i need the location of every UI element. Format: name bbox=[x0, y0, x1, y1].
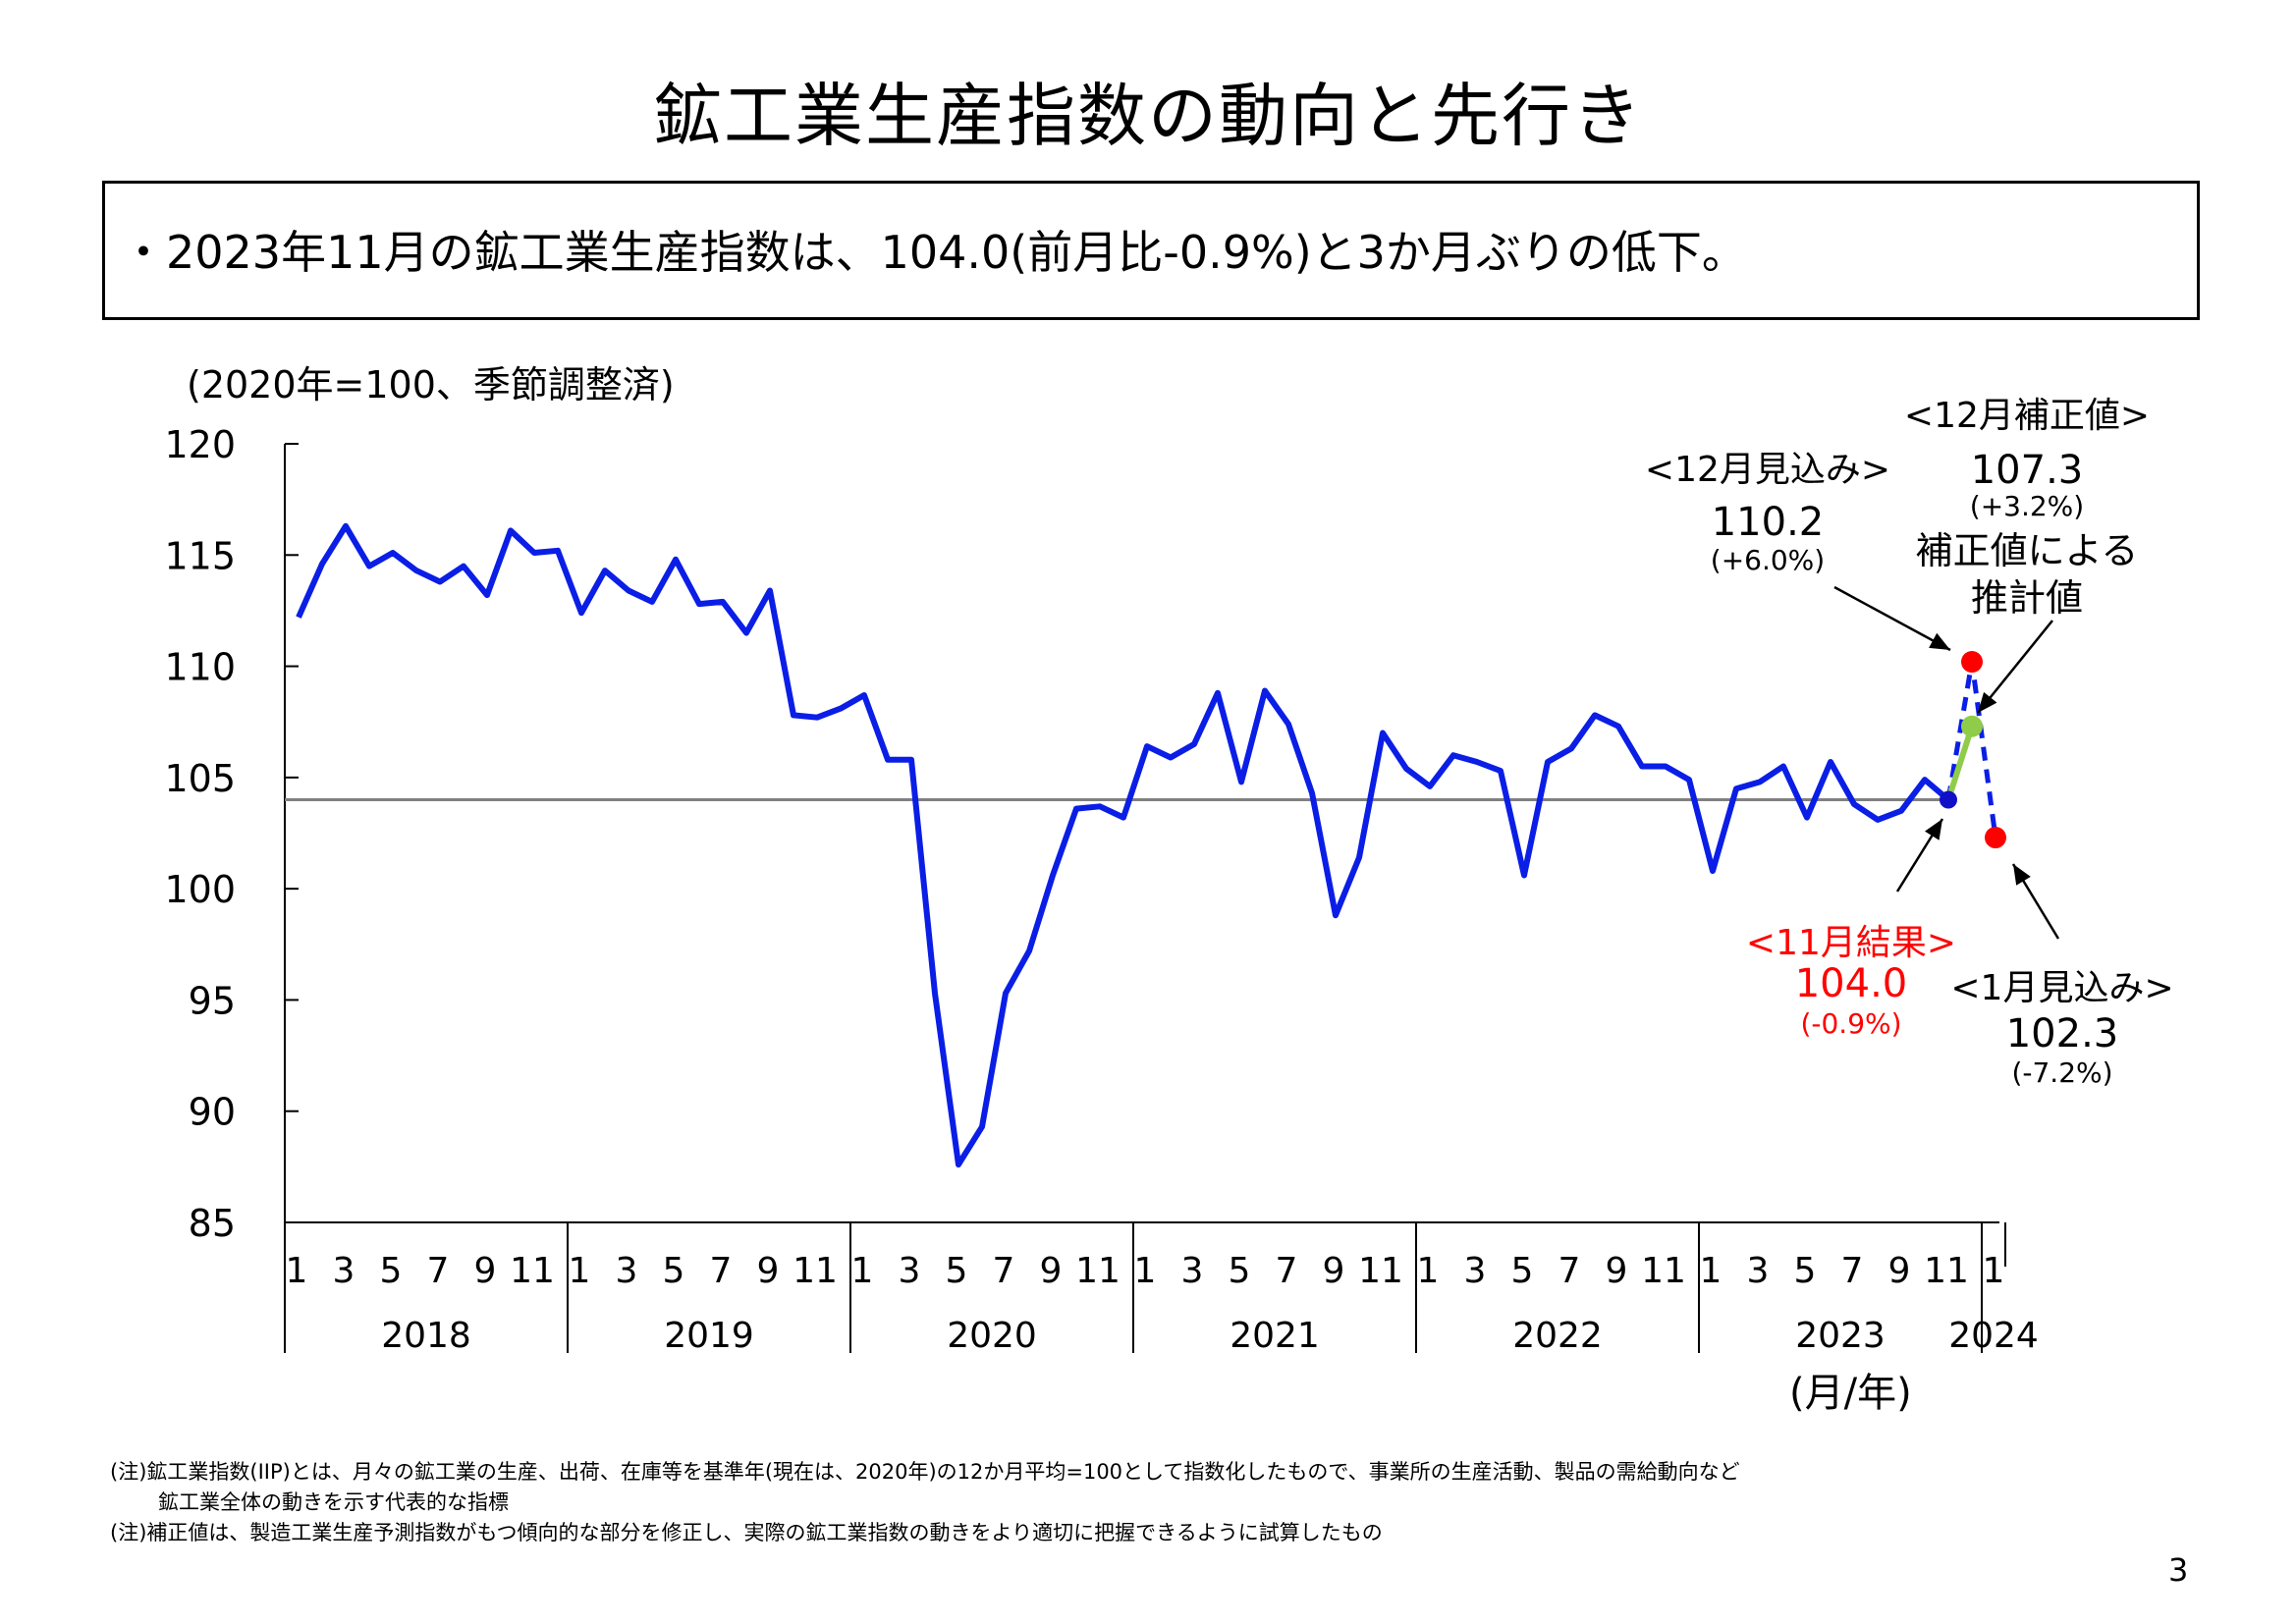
y-tick-label: 115 bbox=[164, 534, 236, 577]
month-tick-label: 5 bbox=[1794, 1251, 1817, 1291]
year-label: 2022 bbox=[1512, 1316, 1603, 1356]
dec-forecast-label: <12月見込み> bbox=[1645, 450, 1890, 490]
month-tick-label: 11 bbox=[1075, 1251, 1121, 1291]
month-tick-label: 5 bbox=[946, 1251, 968, 1291]
jan-forecast-point bbox=[1985, 827, 2006, 849]
nov-result-change: (-0.9%) bbox=[1800, 1007, 1901, 1040]
unit-label: (2020年=100、季節調整済) bbox=[187, 363, 675, 406]
month-tick-label: 7 bbox=[1276, 1251, 1298, 1291]
month-tick-label: 7 bbox=[1841, 1251, 1864, 1291]
jan-forecast-value: 102.3 bbox=[2006, 1011, 2119, 1056]
forecast-layer bbox=[1940, 651, 2006, 849]
month-tick-label: 9 bbox=[1040, 1251, 1063, 1291]
nov-result-label: <11月結果> bbox=[1746, 923, 1956, 963]
month-tick-label: 1 bbox=[1983, 1251, 2005, 1291]
dec-corrected-change: (+3.2%) bbox=[1970, 490, 2084, 522]
dec-corrected-value: 107.3 bbox=[1971, 448, 2084, 493]
month-tick-label: 11 bbox=[1641, 1251, 1686, 1291]
page-title: 鉱工業生産指数の動向と先行き bbox=[653, 76, 1643, 156]
series-line bbox=[296, 522, 1950, 1168]
x-axis-unit-label: (月/年) bbox=[1789, 1371, 1912, 1416]
year-label: 2019 bbox=[664, 1316, 754, 1356]
month-tick-label: 5 bbox=[1511, 1251, 1534, 1291]
page-number: 3 bbox=[2168, 1551, 2189, 1589]
y-tick-label: 105 bbox=[164, 757, 236, 800]
month-tick-label: 9 bbox=[474, 1251, 497, 1291]
y-tick-label: 110 bbox=[164, 646, 236, 689]
month-tick-label: 3 bbox=[333, 1251, 355, 1291]
month-tick-label: 11 bbox=[510, 1251, 555, 1291]
dec-corrected-note-2: 推計値 bbox=[1971, 576, 2083, 620]
dec-corrected-point bbox=[1961, 715, 1983, 737]
month-tick-label: 1 bbox=[569, 1251, 591, 1291]
footnote-1-cont: 鉱工業全体の動きを示す代表的な指標 bbox=[158, 1490, 509, 1514]
month-tick-label: 3 bbox=[1747, 1251, 1770, 1291]
month-tick-label: 7 bbox=[993, 1251, 1015, 1291]
month-tick-label: 1 bbox=[851, 1251, 874, 1291]
month-tick-label: 5 bbox=[1229, 1251, 1251, 1291]
year-label: 2024 bbox=[1948, 1316, 2039, 1356]
y-tick-label: 85 bbox=[189, 1202, 236, 1245]
nov-result-arrow-head bbox=[1925, 819, 1942, 840]
month-tick-label: 3 bbox=[616, 1251, 638, 1291]
month-tick-label: 9 bbox=[1323, 1251, 1345, 1291]
jan-forecast-arrow-head bbox=[2013, 864, 2031, 886]
footnote-1: (注)鉱工業指数(IIP)とは、月々の鉱工業の生産、出荷、在庫等を基準年(現在は… bbox=[110, 1460, 1740, 1484]
corrected-line bbox=[1945, 725, 1975, 801]
dec-forecast-arrow-head bbox=[1929, 632, 1950, 650]
month-tick-label: 11 bbox=[793, 1251, 838, 1291]
y-tick-label: 90 bbox=[189, 1091, 236, 1134]
y-tick-label: 95 bbox=[189, 979, 236, 1022]
month-tick-label: 3 bbox=[1464, 1251, 1487, 1291]
dec-corrected-note-1: 補正値による bbox=[1916, 529, 2139, 572]
month-tick-label: 3 bbox=[1181, 1251, 1204, 1291]
month-tick-label: 9 bbox=[1606, 1251, 1628, 1291]
summary-box: ・2023年11月の鉱工業生産指数は、104.0(前月比-0.9%)と3か月ぶり… bbox=[102, 181, 2200, 320]
footnotes: (注)鉱工業指数(IIP)とは、月々の鉱工業の生産、出荷、在庫等を基準年(現在は… bbox=[110, 1457, 1740, 1548]
dec-forecast-arrow-shaft bbox=[1833, 585, 1951, 652]
nov-result-point bbox=[1940, 790, 1957, 809]
dec-forecast-value: 110.2 bbox=[1712, 500, 1825, 545]
year-label: 2020 bbox=[947, 1316, 1037, 1356]
year-label: 2021 bbox=[1230, 1316, 1320, 1356]
month-tick-label: 5 bbox=[663, 1251, 685, 1291]
month-tick-label: 1 bbox=[1134, 1251, 1157, 1291]
month-tick-label: 1 bbox=[1700, 1251, 1722, 1291]
label-layer: <12月見込み> 110.2(+6.0%) <12月補正値> 107.3(+3.2%)… bbox=[1645, 396, 2174, 1089]
footnote-2: (注)補正値は、製造工業生産予測指数がもつ傾向的な部分を修正し、実際の鉱工業指数… bbox=[110, 1521, 1383, 1544]
month-tick-label: 1 bbox=[1417, 1251, 1440, 1291]
month-tick-label: 9 bbox=[757, 1251, 780, 1291]
y-tick-label: 100 bbox=[164, 868, 236, 911]
year-label: 2023 bbox=[1795, 1316, 1886, 1356]
series-layer bbox=[296, 522, 1950, 1168]
month-tick-label: 7 bbox=[1558, 1251, 1581, 1291]
jan-forecast-label: <1月見込み> bbox=[1950, 968, 2173, 1008]
forecast-dashed-line bbox=[1945, 661, 1998, 839]
month-tick-label: 7 bbox=[427, 1251, 450, 1291]
summary-text: ・2023年11月の鉱工業生産指数は、104.0(前月比-0.9%)と3か月ぶり… bbox=[121, 226, 1747, 279]
month-tick-label: 9 bbox=[1888, 1251, 1911, 1291]
year-label: 2018 bbox=[381, 1316, 471, 1356]
month-tick-label: 11 bbox=[1924, 1251, 1969, 1291]
dec-corrected-label: <12月補正値> bbox=[1904, 396, 2150, 436]
month-tick-label: 3 bbox=[899, 1251, 921, 1291]
jan-forecast-change: (-7.2%) bbox=[2011, 1056, 2112, 1089]
month-tick-label: 1 bbox=[286, 1251, 308, 1291]
month-tick-label: 5 bbox=[380, 1251, 403, 1291]
nov-result-value: 104.0 bbox=[1795, 961, 1908, 1006]
dec-corrected-arrow-head bbox=[1978, 691, 1997, 713]
month-tick-label: 7 bbox=[710, 1251, 733, 1291]
month-tick-label: 11 bbox=[1358, 1251, 1403, 1291]
dec-forecast-change: (+6.0%) bbox=[1711, 544, 1825, 576]
dec-forecast-point bbox=[1961, 651, 1983, 674]
y-tick-label: 120 bbox=[164, 423, 236, 466]
